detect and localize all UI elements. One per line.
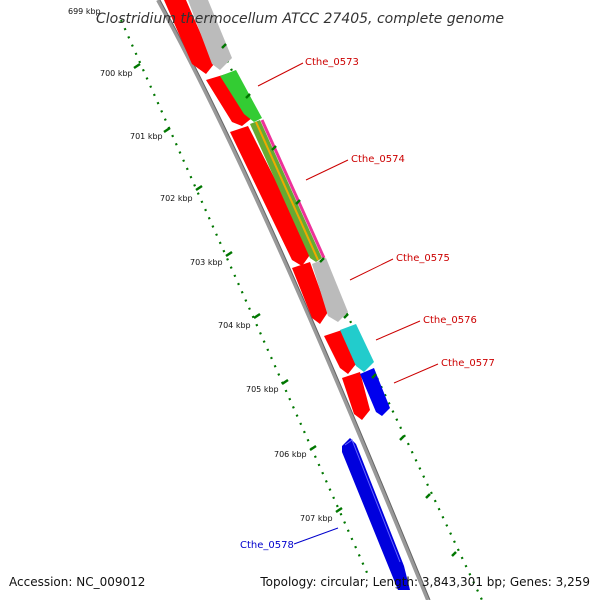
forward-strand-genes [188, 0, 390, 416]
gene-feature[interactable] [188, 0, 232, 70]
label-leader-cthe-0578 [293, 527, 339, 545]
scale-label: 699 kbp [68, 7, 101, 16]
outer-scale-track [119, 19, 483, 600]
scale-label: 700 kbp [100, 69, 133, 78]
gene-feature[interactable] [230, 126, 312, 266]
gene-feature-cthe-0575[interactable] [312, 258, 348, 322]
map-title: Clostridium thermocellum ATCC 27405, com… [96, 11, 504, 27]
outer-tick-marks [221, 43, 457, 557]
reverse-strand-genes [164, 0, 370, 420]
genome-backbone [156, 0, 431, 600]
gene-feature-cthe-0578[interactable] [342, 438, 410, 590]
inner-tick-marks [133, 62, 343, 514]
gene-feature-cthe-0576[interactable] [340, 324, 374, 372]
gene-feature[interactable] [164, 0, 214, 74]
gene-feature[interactable] [292, 262, 328, 324]
scale-label: 706 kbp [274, 450, 307, 459]
scale-label: 707 kbp [300, 514, 333, 523]
scale-label: 703 kbp [190, 258, 223, 267]
gene-feature[interactable] [324, 330, 356, 374]
gene-label-cthe-0577[interactable]: Cthe_0577 [441, 358, 495, 369]
gene-label-cthe-0578[interactable]: Cthe_0578 [240, 540, 294, 551]
gene-label-cthe-0574[interactable]: Cthe_0574 [351, 154, 405, 165]
label-leaders [257, 62, 439, 384]
scale-label: 702 kbp [160, 194, 193, 203]
gene-label-cthe-0576[interactable]: Cthe_0576 [423, 315, 477, 326]
gene-label-cthe-0575[interactable]: Cthe_0575 [396, 253, 450, 264]
gene-label-cthe-0573[interactable]: Cthe_0573 [305, 57, 359, 68]
scale-label: 705 kbp [246, 385, 279, 394]
gene-feature-cthe-0573[interactable] [220, 70, 262, 122]
scale-labels: 699 kbp 700 kbp 701 kbp 702 kbp 703 kbp … [68, 7, 333, 523]
accession-text: Accession: NC_009012 [9, 575, 145, 589]
gene-labels: Cthe_0573 Cthe_0574 Cthe_0575 Cthe_0576 … [240, 57, 495, 551]
gene-feature-cthe-0577[interactable] [360, 368, 390, 416]
gene-feature[interactable] [342, 372, 370, 420]
scale-label: 701 kbp [130, 132, 163, 141]
gene-feature[interactable] [206, 74, 252, 126]
scale-label: 704 kbp [218, 321, 251, 330]
genome-summary-text: Topology: circular; Length: 3,843,301 bp… [259, 575, 590, 589]
